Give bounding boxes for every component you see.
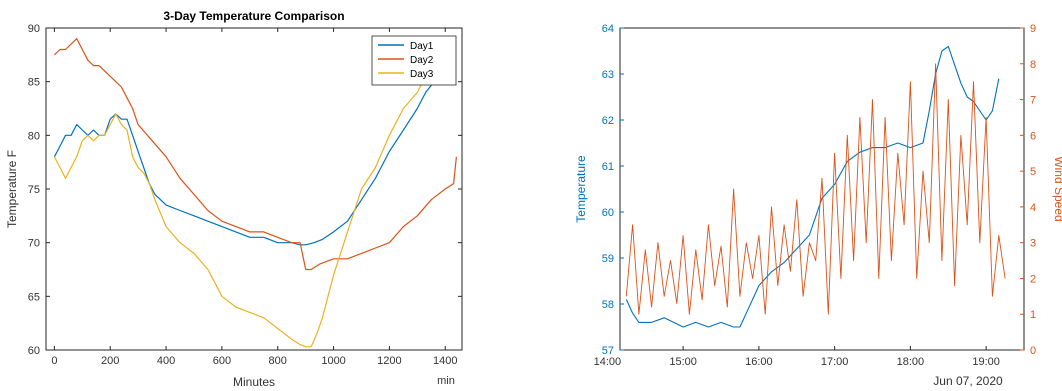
chart2-left-y-tick-label: 59 xyxy=(602,253,614,265)
chart1-legend-box xyxy=(371,35,457,86)
chart1-x-tick-label: 400 xyxy=(157,355,175,367)
chart2-left-y-tick-label: 58 xyxy=(602,299,614,311)
chart1-x-axis-label: Minutes xyxy=(233,375,275,389)
chart1-x-tick-label: 0 xyxy=(51,355,57,367)
chart1-y-tick-label: 75 xyxy=(28,184,40,196)
chart1-y-tick-label: 90 xyxy=(28,23,40,35)
chart1-y-axis-label: Temperature F xyxy=(5,150,19,228)
temperature-wind-chart: 14:00 15:00 16:00 17:00 18:00 19:005758596061… xyxy=(574,23,1062,388)
chart1-x-tick-label: 1000 xyxy=(321,355,345,367)
chart1-series-line-day3 xyxy=(53,81,424,348)
chart1-x-tick-label: 1200 xyxy=(377,355,401,367)
chart2-right-y-tick-label: 3 xyxy=(1030,238,1036,250)
chart2-x-tick-label: 19:00 xyxy=(972,356,1000,368)
temperature-comparison-chart: 0 200 400 600 800 1000 1200 140060657075808590 … xyxy=(5,9,463,389)
chart2-right-y-axis-label: Wind Speed xyxy=(1052,156,1062,221)
chart1-x-tick-label: 200 xyxy=(101,355,119,367)
chart2-left-y-tick-label: 61 xyxy=(602,161,614,173)
chart2-wind-speed-line xyxy=(625,63,1006,315)
chart2-left-y-tick-label: 57 xyxy=(602,345,614,357)
chart1-legend-label-day1: Day1 xyxy=(410,41,434,52)
chart1-x-unit-label: min xyxy=(437,375,455,387)
chart2-x-tick-label: 14:00 xyxy=(594,356,622,368)
chart2-right-y-tick-label: 7 xyxy=(1030,95,1036,107)
chart1-legend-label-day3: Day3 xyxy=(410,69,434,80)
chart1-y-tick-label: 70 xyxy=(28,238,40,250)
chart2-left-y-tick-label: 60 xyxy=(602,207,614,219)
chart2-right-y-tick-label: 2 xyxy=(1030,273,1036,285)
chart2-left-y-tick-label: 63 xyxy=(602,69,614,81)
chart2-right-y-tick-label: 6 xyxy=(1030,130,1036,142)
chart1-x-tick-label: 800 xyxy=(269,355,287,367)
chart2-right-y-tick-label: 8 xyxy=(1030,59,1036,71)
chart1-series-line-day1 xyxy=(53,81,435,246)
chart2-right-y-tick-label: 9 xyxy=(1030,23,1036,35)
chart2-temperature-line xyxy=(625,45,1000,328)
chart1-x-tick-label: 1400 xyxy=(433,355,457,367)
chart1-series-line-day2 xyxy=(53,38,457,271)
chart1-title: 3-Day Temperature Comparison xyxy=(163,9,344,23)
chart2-left-y-axis-label: Temperature xyxy=(574,155,588,223)
chart2-right-y-tick-label: 4 xyxy=(1030,202,1036,214)
chart2-right-y-tick-label: 0 xyxy=(1030,345,1036,357)
chart2-x-tick-label: 18:00 xyxy=(897,356,925,368)
chart1-y-tick-label: 65 xyxy=(28,291,40,303)
chart2-x-axis-label: Jun 07, 2020 xyxy=(933,374,1003,388)
chart2-x-tick-label: 17:00 xyxy=(821,356,849,368)
chart1-legend-label-day2: Day2 xyxy=(410,55,434,66)
chart1-y-tick-label: 60 xyxy=(28,345,40,357)
chart1-y-tick-label: 85 xyxy=(28,77,40,89)
chart1-legend: Day1 Day2 Day3 xyxy=(371,35,457,86)
chart2-x-tick-label: 16:00 xyxy=(745,356,773,368)
chart1-x-tick-label: 600 xyxy=(213,355,231,367)
chart2-left-y-tick-label: 62 xyxy=(602,115,614,127)
chart2-plot-area xyxy=(619,27,1025,351)
chart2-x-tick-label: 15:00 xyxy=(669,356,697,368)
chart2-right-y-tick-label: 1 xyxy=(1030,309,1036,321)
chart2-right-y-tick-label: 5 xyxy=(1030,166,1036,178)
chart1-y-tick-label: 80 xyxy=(28,130,40,142)
chart2-left-y-tick-label: 64 xyxy=(602,23,614,35)
